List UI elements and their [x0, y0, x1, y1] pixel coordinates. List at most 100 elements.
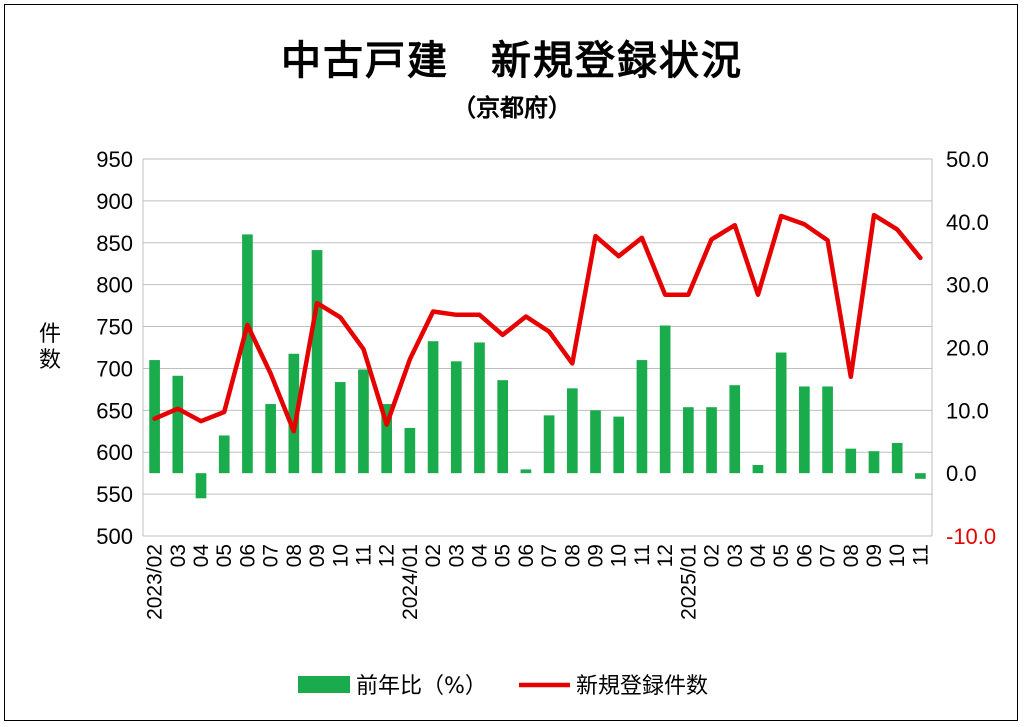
bar-series [149, 234, 926, 499]
bar [752, 464, 764, 474]
x-tick-label: 05 [213, 544, 236, 567]
x-tick-label: 03 [167, 544, 190, 567]
x-tick-label: 10 [608, 544, 631, 567]
x-tick-label: 12 [654, 544, 677, 567]
left-axis-ticks: 950 900 850 800 750 700 650 600 550 500 [96, 147, 133, 549]
bar [891, 443, 903, 474]
bar [845, 448, 857, 474]
bar [497, 380, 509, 474]
x-tick-label: 07 [538, 544, 561, 567]
right-tick-label: 40.0 [946, 210, 989, 235]
x-tick-label: 09 [306, 544, 329, 567]
x-tick-label: 11 [352, 544, 375, 566]
right-tick-label: 50.0 [946, 147, 989, 172]
right-tick-label: 0.0 [946, 461, 977, 486]
x-axis-ticks: 2023/02 03 04 05 06 07 08 09 10 11 12 2024/01 02 03 04… [144, 544, 933, 620]
line-series [152, 212, 923, 434]
x-tick-label: 12 [376, 544, 399, 567]
x-tick-label: 06 [793, 544, 816, 567]
x-tick-label: 2024/01 [399, 544, 422, 620]
right-tick-label: -10.0 [946, 524, 996, 549]
left-tick-label: 800 [96, 273, 133, 298]
x-tick-label: 11 [631, 544, 654, 566]
x-tick-label: 10 [886, 544, 909, 567]
bar [613, 416, 625, 474]
y-axis-label-left: 件 [39, 322, 61, 347]
bar [358, 369, 369, 474]
bar [218, 435, 230, 474]
bar [381, 404, 392, 474]
x-tick-label: 04 [747, 544, 770, 568]
bar [566, 388, 578, 474]
x-tick-label: 06 [236, 544, 259, 567]
x-tick-label: 2025/01 [677, 544, 700, 620]
x-tick-label: 2023/02 [144, 544, 167, 620]
gridlines [143, 158, 932, 537]
chart-subtitle: （京都府） [452, 94, 572, 122]
x-tick-label: 09 [863, 544, 886, 567]
x-tick-label: 02 [701, 544, 724, 567]
bar [543, 415, 555, 474]
left-tick-label: 600 [96, 440, 133, 465]
bar [450, 361, 462, 474]
bar [520, 469, 532, 474]
right-tick-label: 10.0 [946, 398, 989, 423]
x-tick-label: 03 [724, 544, 747, 567]
bar [404, 427, 416, 474]
left-tick-label: 850 [96, 231, 133, 256]
x-tick-label: 10 [329, 544, 352, 567]
left-tick-label: 550 [96, 482, 133, 507]
bar [636, 360, 648, 474]
x-tick-label: 04 [190, 544, 213, 568]
bar [775, 352, 787, 474]
bar [288, 353, 300, 474]
x-tick-label: 08 [561, 544, 584, 567]
series-line [152, 212, 923, 434]
bar [822, 386, 833, 474]
left-tick-label: 900 [96, 189, 133, 214]
left-tick-label: 950 [96, 147, 133, 172]
right-tick-label: 30.0 [946, 273, 989, 298]
left-tick-label: 500 [96, 524, 133, 549]
x-tick-label: 08 [840, 544, 863, 567]
right-tick-label: 20.0 [946, 336, 989, 361]
bar [868, 451, 880, 474]
x-tick-label: 08 [283, 544, 306, 567]
bar [729, 385, 741, 474]
bar [683, 407, 694, 474]
bar [334, 382, 346, 474]
x-tick-label: 07 [817, 544, 840, 567]
bar [706, 407, 717, 474]
x-tick-label: 11 [909, 544, 932, 566]
x-tick-label: 09 [585, 544, 608, 567]
x-tick-label: 05 [492, 544, 515, 567]
legend-bar-label: 前年比（%） [356, 674, 487, 699]
x-tick-label: 04 [468, 544, 491, 568]
x-tick-label: 05 [770, 544, 793, 567]
axes [142, 159, 933, 536]
bar [195, 473, 207, 499]
bar [427, 341, 439, 474]
legend-bar-swatch [298, 676, 350, 693]
bar [311, 250, 323, 474]
bar [799, 386, 810, 474]
legend: 前年比（%） 新規登録件数 [298, 674, 708, 699]
x-tick-label: 07 [260, 544, 283, 567]
legend-line-label: 新規登録件数 [576, 674, 708, 699]
left-tick-label: 700 [96, 356, 133, 381]
bar [265, 404, 276, 474]
left-tick-label: 750 [96, 315, 133, 340]
y-axis-label-left-2: 数 [39, 348, 61, 373]
bar [242, 234, 253, 474]
bar [915, 473, 926, 479]
bar [590, 410, 601, 474]
bar [474, 342, 485, 474]
right-axis-ticks: 50.0 40.0 30.0 20.0 10.0 0.0 -10.0 [946, 147, 996, 549]
left-tick-label: 650 [96, 398, 133, 423]
x-tick-label: 03 [445, 544, 468, 567]
bar [172, 375, 184, 474]
chart-title: 中古戸建 新規登録状況 [281, 38, 743, 84]
bar [659, 325, 671, 474]
x-tick-label: 06 [515, 544, 538, 567]
